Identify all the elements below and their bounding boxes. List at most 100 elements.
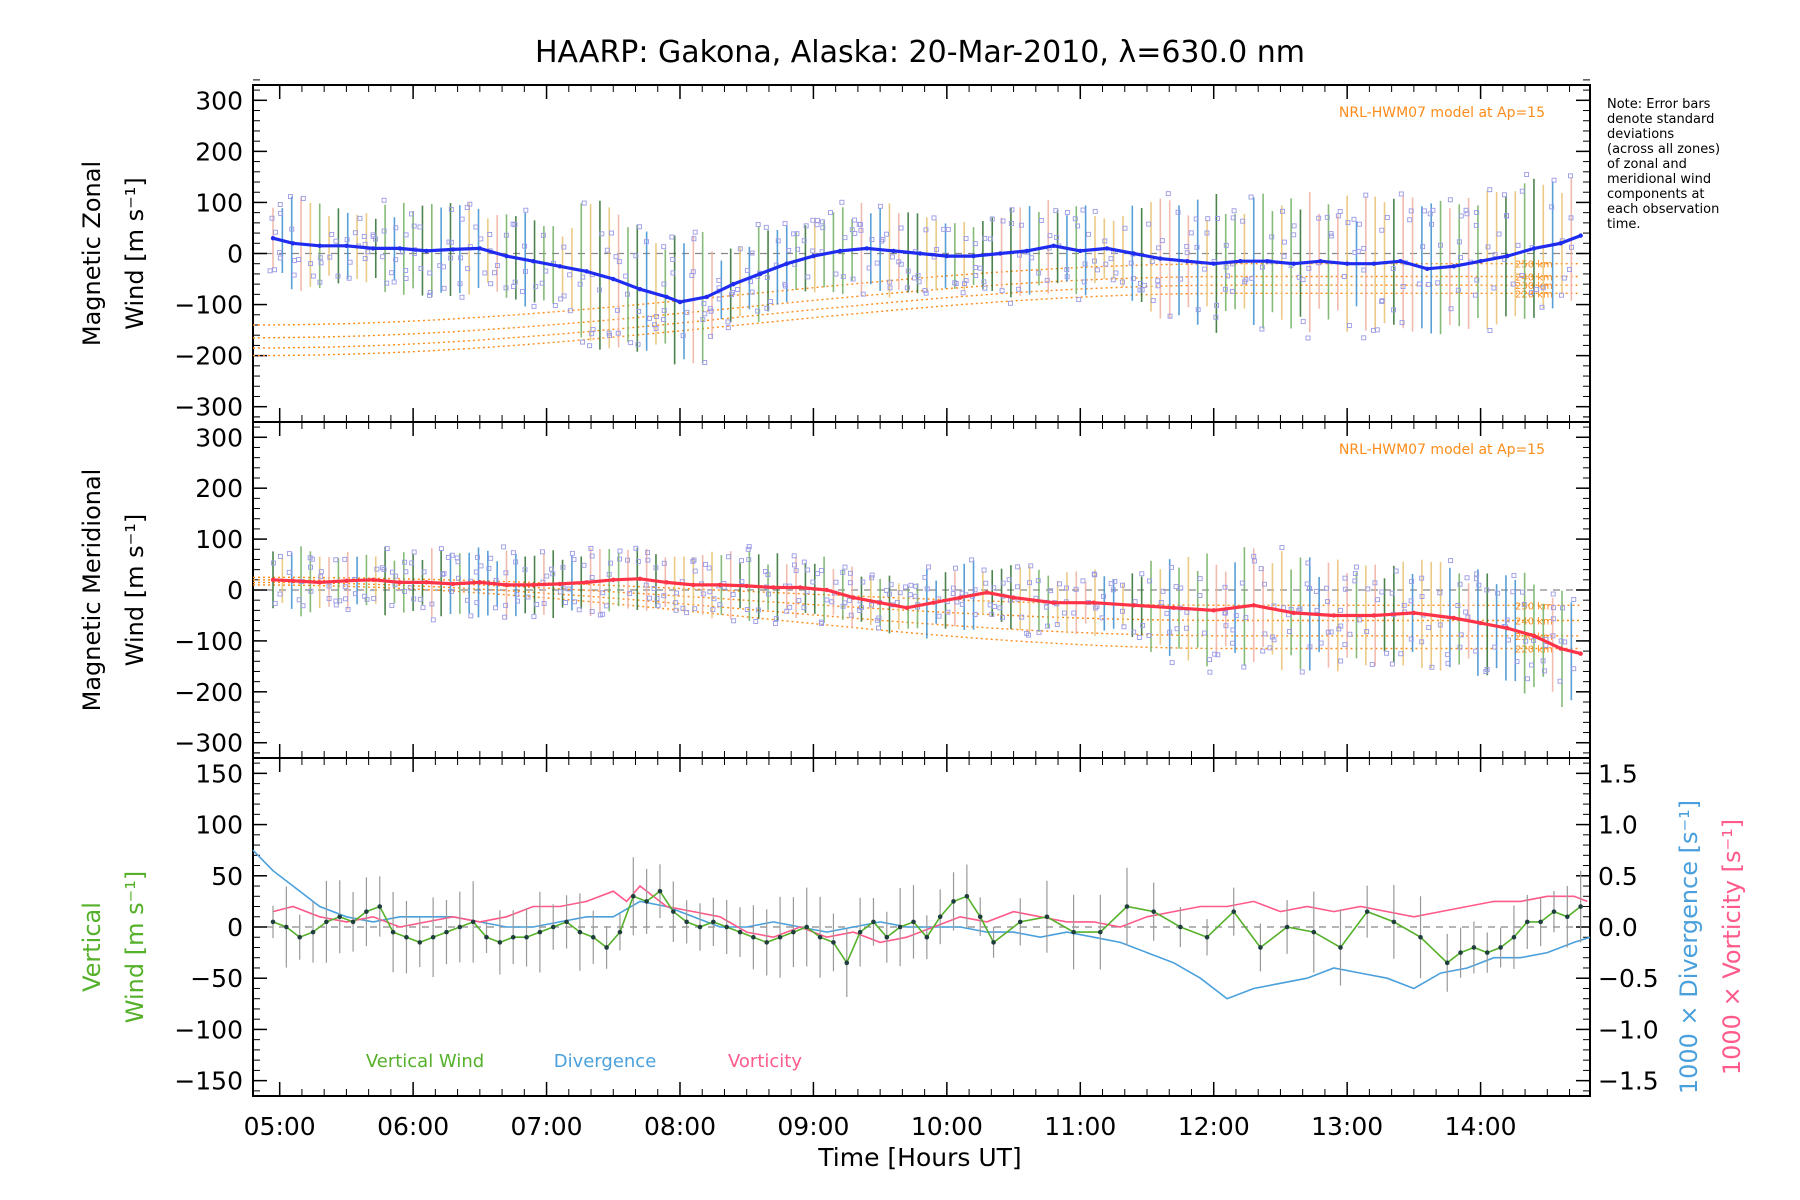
mean-wind-point	[1558, 646, 1563, 651]
zone-point	[762, 569, 768, 574]
zone-point	[651, 585, 657, 591]
zone-point	[482, 270, 488, 276]
zone-point	[849, 227, 855, 233]
zone-point	[604, 603, 610, 609]
zone-point	[726, 554, 732, 560]
zone-point	[950, 585, 956, 591]
zone-point	[1354, 564, 1359, 570]
mean-wind-point	[1264, 258, 1270, 264]
mean-wind-point	[1051, 243, 1056, 249]
mean-wind-point	[1371, 261, 1377, 266]
zone-point	[473, 569, 479, 575]
zone-point	[615, 307, 620, 313]
vertical-wind-point	[444, 929, 449, 935]
model-curve-230km	[252, 284, 1581, 349]
zone-point	[1169, 564, 1174, 570]
mean-wind-point	[611, 276, 616, 282]
vertical-wind-point	[1471, 945, 1477, 950]
zone-point	[1306, 265, 1312, 271]
zone-point	[1149, 259, 1155, 265]
zone-point	[905, 268, 911, 274]
zone-point	[333, 598, 339, 604]
zone-point	[1448, 306, 1454, 312]
zone-point	[1316, 215, 1322, 221]
vertical-wind-point	[777, 934, 783, 940]
zone-point	[403, 569, 409, 575]
zone-point	[438, 546, 444, 552]
zone-point	[365, 249, 371, 255]
vertical-wind-point	[1418, 934, 1423, 940]
zone-point	[1416, 281, 1422, 287]
zone-point	[847, 580, 853, 586]
zone-point	[478, 236, 484, 242]
zone-point	[1291, 232, 1297, 238]
zone-point	[1184, 243, 1190, 249]
zone-point	[1054, 234, 1060, 240]
note-line: components at	[1607, 187, 1705, 202]
zone-point	[735, 286, 741, 292]
vertical-wind-point	[1458, 950, 1463, 955]
zone-point	[960, 290, 966, 296]
zone-point	[689, 273, 695, 278]
y2-tick-label: −1.0	[1598, 1015, 1659, 1044]
zone-point	[897, 590, 903, 596]
zone-point	[1159, 238, 1165, 244]
zone-point	[1146, 633, 1152, 639]
zone-point	[1337, 209, 1343, 214]
zone-point	[1324, 214, 1330, 220]
zone-point	[952, 280, 958, 286]
zone-point	[1291, 223, 1297, 229]
zone-point	[1342, 586, 1348, 592]
zone-point	[744, 607, 750, 612]
zone-point	[1504, 617, 1510, 623]
zone-point	[636, 308, 642, 314]
mean-wind-point	[344, 243, 349, 249]
zone-point	[277, 591, 283, 597]
zone-point	[1000, 218, 1006, 224]
zone-point	[1473, 576, 1479, 582]
y-tick-label: 150	[195, 759, 243, 788]
zone-point	[1408, 208, 1414, 214]
zone-point	[1300, 319, 1306, 325]
zone-point	[1073, 586, 1079, 592]
x-tick-label: 13:00	[1311, 1112, 1383, 1141]
zone-point	[916, 279, 922, 285]
y2-axis-label-divergence: 1000 × Divergence [s⁻¹]	[1675, 800, 1703, 1094]
vertical-wind-point	[310, 929, 316, 935]
zone-point	[567, 272, 573, 278]
zone-point	[381, 228, 387, 234]
zone-point	[1048, 588, 1054, 594]
mean-wind-point	[1051, 600, 1056, 605]
zone-point	[692, 568, 698, 574]
vertical-wind-point	[1231, 909, 1237, 914]
zone-point	[745, 546, 751, 552]
zone-point	[317, 255, 323, 261]
mean-wind-point	[837, 248, 843, 254]
zone-point	[652, 322, 657, 328]
zone-point	[1549, 204, 1555, 210]
zone-point	[1305, 560, 1311, 566]
mean-wind-point	[664, 294, 669, 300]
zone-point	[318, 260, 324, 266]
zone-point	[272, 600, 278, 606]
zone-point	[692, 229, 698, 235]
zone-point	[1260, 264, 1265, 270]
x-tick-label: 06:00	[377, 1112, 449, 1141]
zone-point	[1230, 640, 1236, 646]
vertical-wind-point	[1364, 909, 1370, 914]
zone-point	[437, 263, 443, 269]
mean-wind-point	[531, 258, 536, 264]
mean-wind-point	[1024, 248, 1030, 254]
y-tick-label: 100	[195, 525, 243, 554]
zone-point	[308, 261, 314, 267]
vertical-wind-point	[284, 924, 289, 930]
zone-point	[860, 291, 866, 297]
zone-point	[644, 239, 649, 245]
zone-point	[503, 570, 509, 576]
zone-point	[589, 331, 595, 337]
zone-point	[561, 293, 567, 299]
zone-point	[898, 261, 904, 267]
mean-wind-point	[504, 582, 509, 588]
zone-point	[577, 281, 583, 287]
zone-point	[1342, 575, 1348, 581]
